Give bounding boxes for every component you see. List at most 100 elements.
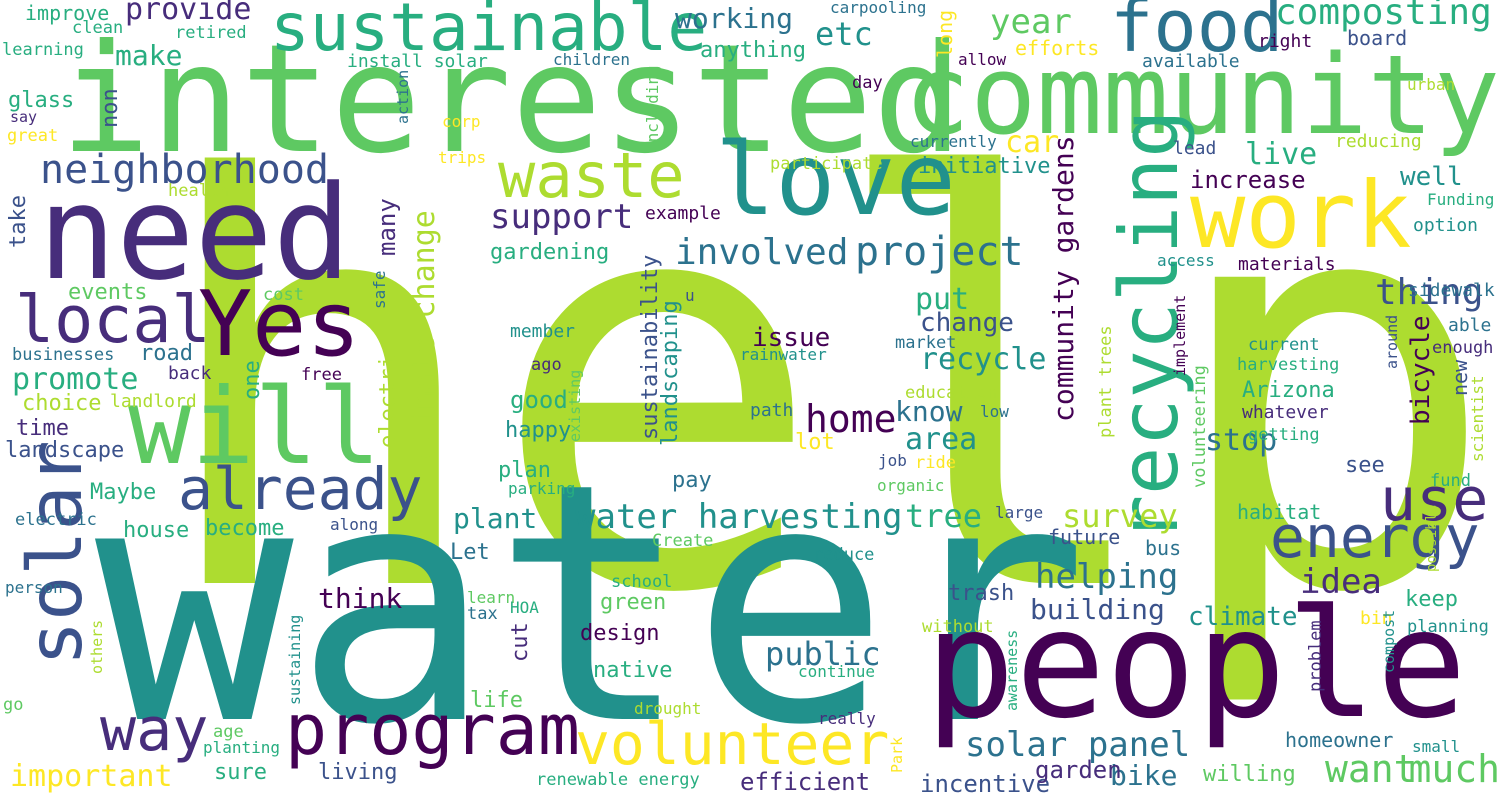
cloud-word: retired [175,23,247,43]
cloud-word: energy [1270,503,1480,571]
cloud-word: working [675,2,794,35]
cloud-word: learn [467,588,516,607]
cloud-word: say [10,108,38,126]
cloud-word: landlord [110,391,197,412]
cloud-word: cost [263,285,304,305]
cloud-word: children [553,50,631,69]
cloud-word: landscape [5,438,125,463]
cloud-word: whatever [1242,402,1329,423]
cloud-word: Funding [1427,190,1495,209]
cloud-word: carpooling [830,0,927,17]
cloud-word: efficient [740,768,871,796]
cloud-word: put [915,282,970,317]
cloud-word: ago [531,355,562,375]
cloud-word: people [925,578,1467,752]
cloud-word: participate [770,154,883,174]
cloud-word: year [990,2,1072,42]
cloud-word: habitat [1237,500,1322,524]
cloud-word: program [285,689,581,771]
cloud-word: corp [442,112,481,131]
cloud-word: building [1030,593,1165,626]
cloud-word: solar panel [965,725,1191,765]
cloud-word: etc [815,15,873,53]
cloud-word: really [818,709,876,728]
cloud-word: know [895,395,963,428]
cloud-word: climate change [407,210,442,463]
cloud-word: Maybe [90,480,157,505]
cloud-word: volunteer [575,710,890,778]
cloud-word: bike [1110,759,1178,792]
cloud-word: health [168,181,230,201]
cloud-word: lot [795,430,835,455]
cloud-word: solar [11,440,99,666]
cloud-word: great [7,126,59,146]
cloud-word: helping [1035,557,1179,597]
cloud-word: cut [508,622,533,662]
cloud-word: willing [1203,762,1296,787]
cloud-word: will [128,366,381,488]
cloud-word: ride [915,453,956,473]
cloud-word: u [685,286,695,305]
cloud-word: low [980,402,1009,421]
cloud-word: plan [498,458,551,483]
cloud-word: improve [25,1,110,25]
cloud-word: well [1400,162,1463,192]
cloud-word: garden [1035,756,1122,784]
cloud-word: go [3,695,24,715]
cloud-word: along [330,515,379,534]
cloud-word: current [1248,335,1320,355]
cloud-word: local [15,283,211,358]
cloud-word: homeowner [1285,728,1394,752]
cloud-word: involved [675,232,849,273]
cloud-word: already [178,455,423,523]
cloud-word: awareness [1003,629,1021,711]
cloud-word: install solar [347,51,488,72]
cloud-word: green [600,590,667,615]
cloud-word: keep [1405,587,1458,612]
cloud-word: become [205,516,285,541]
cloud-word: others [88,619,106,674]
cloud-word: make [115,39,183,72]
cloud-word: volunteering [1190,365,1210,488]
cloud-word: thing [1375,272,1484,313]
cloud-word: continue [798,662,876,681]
cloud-word: live [1245,137,1318,172]
cloud-word: change [920,308,1014,338]
cloud-word: plant [453,502,538,535]
cloud-word: sidewalk [1408,280,1495,301]
cloud-word: learning [2,40,84,60]
cloud-word: good [510,386,568,414]
cloud-word: recycle [920,342,1047,377]
cloud-word: possible [1424,504,1440,572]
cloud-word: sure [214,760,267,785]
cloud-word: car [1005,125,1060,160]
cloud-word: increase [1190,166,1306,194]
cloud-word: initiative [918,154,1051,179]
cloud-word: existing [566,369,584,442]
cloud-word: rainwater [740,345,827,364]
cloud-word: education [905,383,998,403]
cloud-word: much [1408,747,1500,791]
cloud-word: member [510,321,576,342]
cloud-word: sustaining [286,614,304,705]
cloud-word: allow [958,50,1007,69]
cloud-word: clean [72,18,124,38]
cloud-word: one [240,360,265,400]
cloud-word: living [318,760,398,785]
cloud-word: community [903,31,1500,159]
cloud-word: composting [1275,0,1492,33]
cloud-word: gardening [490,240,610,265]
cloud-word: reducing [1335,131,1422,152]
cloud-word: renewable energy [536,770,700,790]
cloud-word: planning [1407,617,1489,637]
cloud-word: bus [1145,536,1182,560]
cloud-word: trash [948,581,1015,606]
cloud-word: want [1325,747,1417,791]
cloud-word: incentive [920,770,1051,798]
cloud-word: project [855,229,1024,275]
cloud-word: life [470,688,523,713]
cloud-word: free [301,365,342,385]
cloud-word: day [852,73,883,93]
cloud-word: water [95,413,1089,797]
cloud-word: waste [498,139,685,212]
